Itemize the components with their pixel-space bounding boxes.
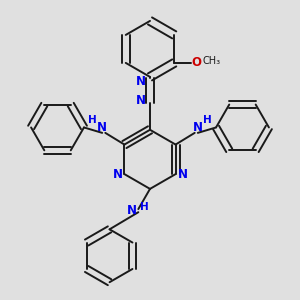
- Text: N: N: [112, 168, 123, 181]
- Text: N: N: [136, 75, 146, 88]
- Text: H: H: [140, 202, 149, 212]
- Text: O: O: [191, 56, 201, 69]
- Text: CH₃: CH₃: [202, 56, 220, 66]
- Text: N: N: [136, 94, 146, 107]
- Text: N: N: [177, 168, 188, 181]
- Text: N: N: [97, 121, 107, 134]
- Text: N: N: [127, 204, 136, 217]
- Text: H: H: [203, 116, 212, 125]
- Text: N: N: [193, 121, 203, 134]
- Text: H: H: [88, 116, 97, 125]
